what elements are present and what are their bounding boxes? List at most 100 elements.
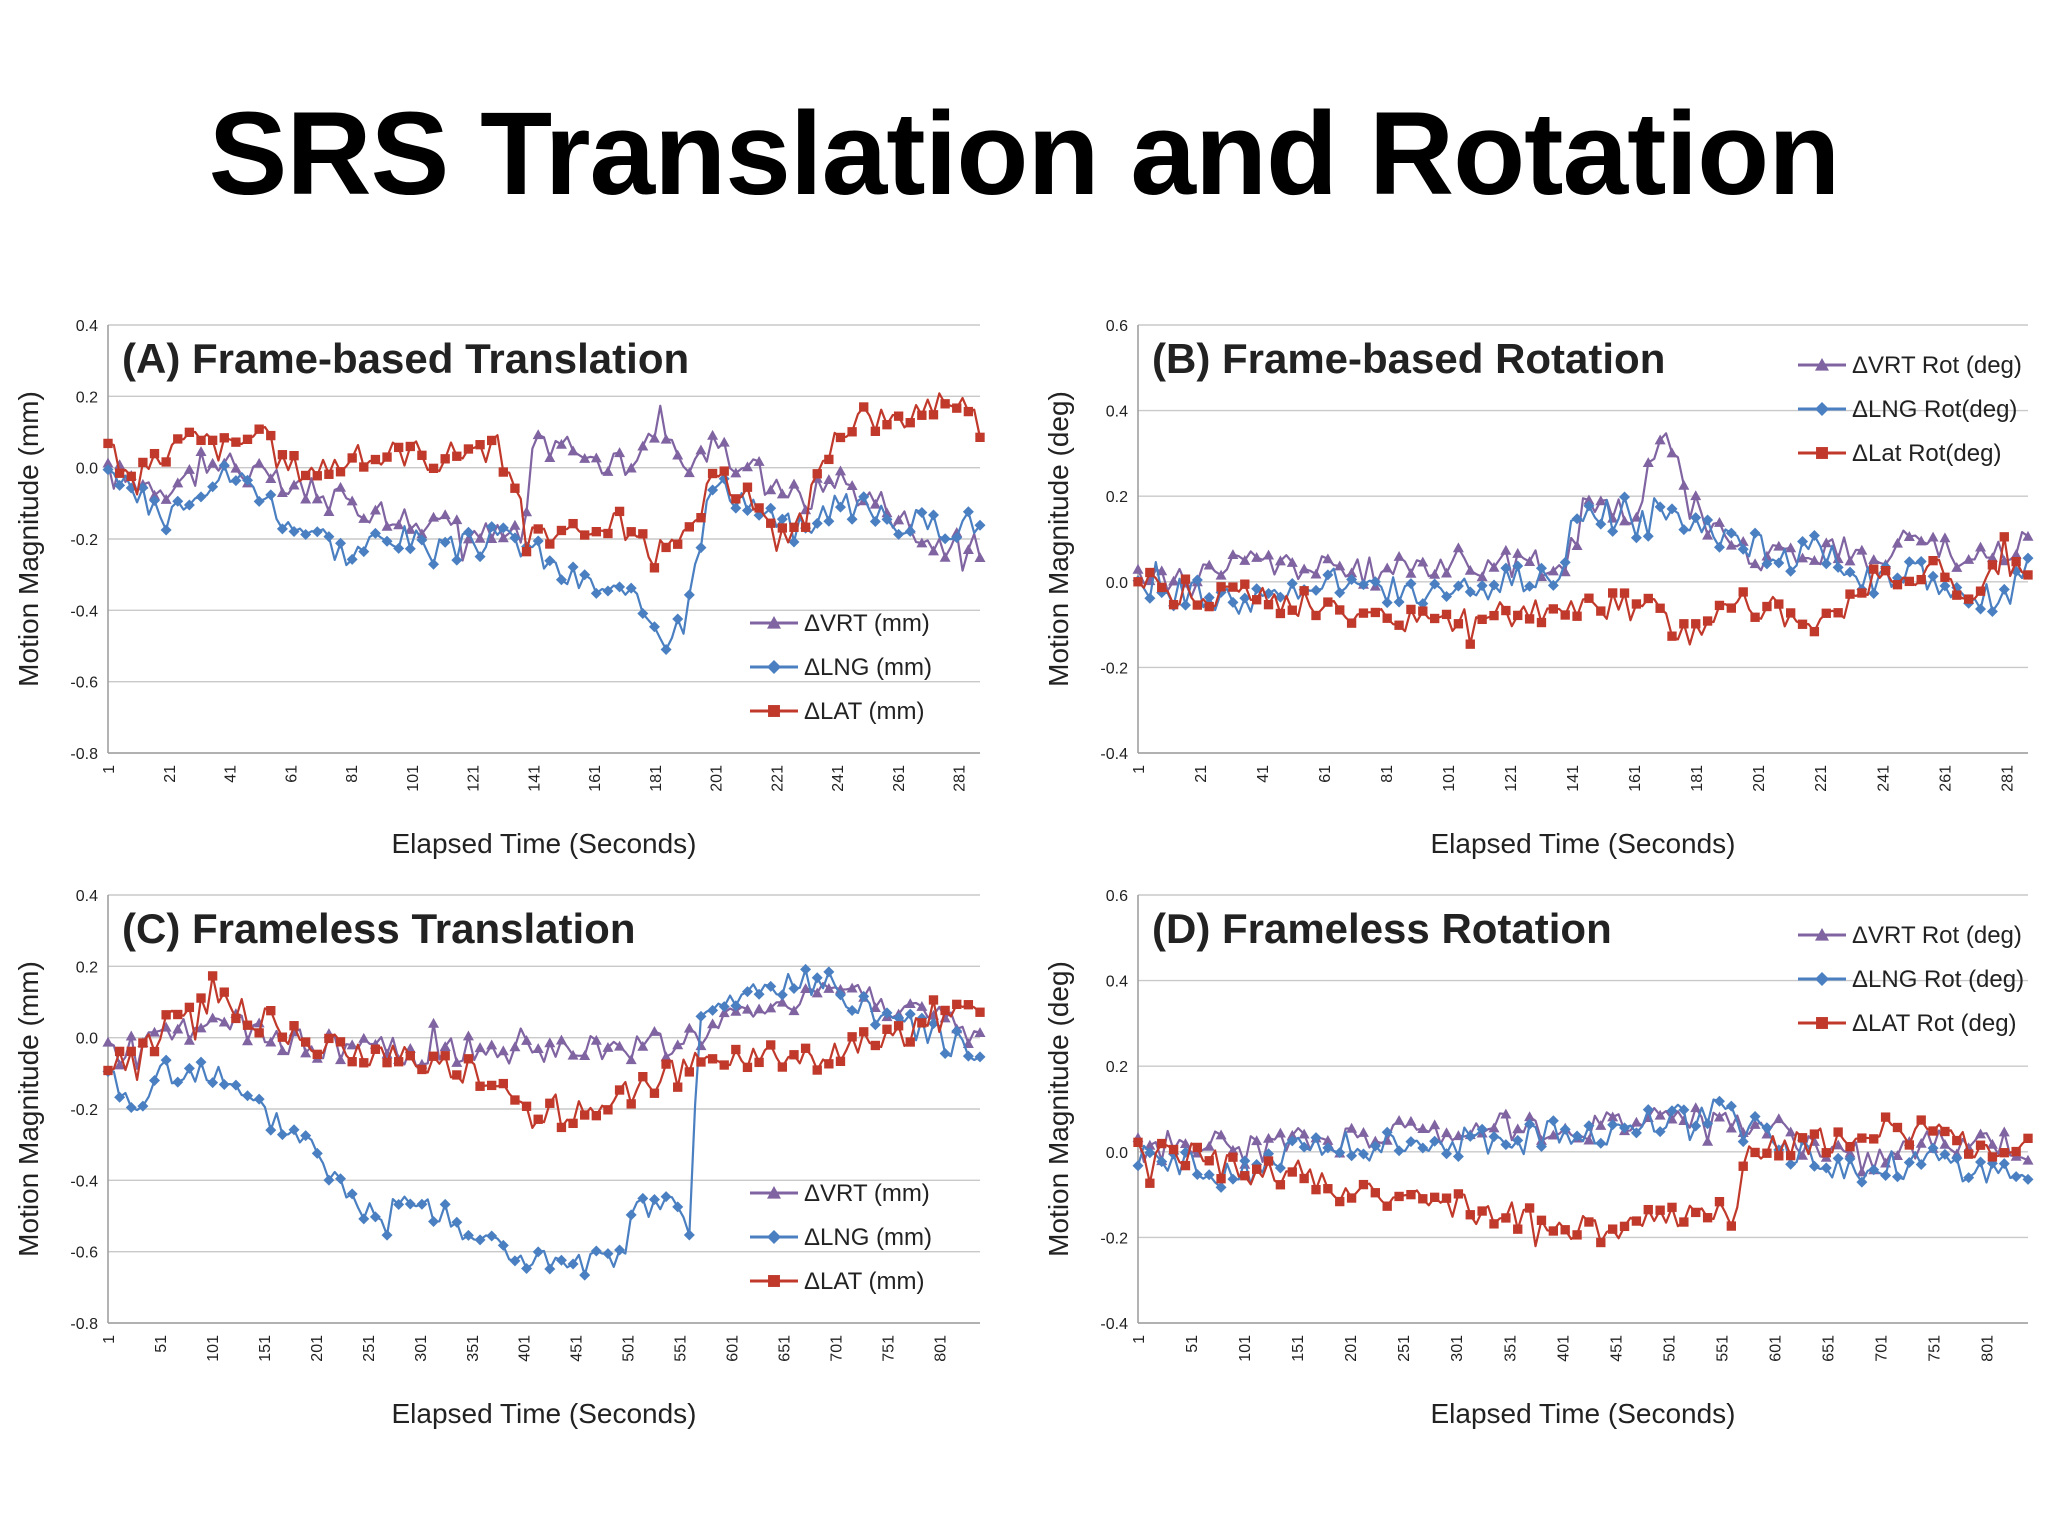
data-point (579, 1050, 591, 1060)
data-point (288, 479, 300, 490)
data-point (683, 467, 695, 478)
data-point (1204, 1156, 1214, 1166)
data-point (882, 1024, 892, 1034)
data-point (265, 1124, 277, 1136)
data-point (637, 1192, 649, 1204)
data-point (1203, 1140, 1215, 1151)
x-tick-label: 241 (1875, 765, 1892, 792)
y-tick-label: 0.2 (1106, 1059, 1128, 1076)
y-tick-label: -0.6 (70, 675, 98, 692)
data-point (1975, 603, 1987, 615)
series-line (107, 974, 981, 1130)
data-point (730, 467, 742, 478)
data-point (1513, 610, 1523, 621)
data-point (1868, 587, 1880, 599)
data-point (777, 523, 788, 533)
data-point (555, 574, 567, 586)
data-point (870, 426, 881, 436)
data-point (1678, 479, 1690, 490)
data-point (254, 1028, 264, 1038)
data-point (1963, 1172, 1975, 1184)
data-point (358, 546, 370, 558)
data-point (1774, 1151, 1784, 1161)
data-point (2022, 552, 2034, 564)
data-point (1975, 1140, 1986, 1150)
data-point (1346, 1193, 1357, 1203)
data-point (545, 1098, 555, 1108)
data-point (369, 504, 381, 515)
data-point (393, 1199, 405, 1211)
data-point (602, 1248, 614, 1260)
data-point (567, 445, 579, 456)
series-line (1137, 1116, 2029, 1248)
x-tick-label: 201 (309, 1335, 326, 1362)
data-point (1915, 556, 1927, 568)
data-point (1797, 619, 1808, 629)
data-point (230, 1079, 242, 1091)
data-point (253, 1093, 265, 1105)
data-point (625, 1209, 637, 1221)
data-point (1203, 559, 1215, 570)
data-point (1524, 556, 1536, 567)
data-point (962, 1050, 974, 1062)
data-point (1939, 580, 1951, 592)
x-tick-label: 161 (587, 765, 604, 792)
data-point (149, 1026, 161, 1037)
data-point (1642, 530, 1654, 542)
data-point (289, 1021, 299, 1031)
data-point (1535, 562, 1547, 574)
data-point (1215, 1129, 1227, 1140)
data-point (695, 444, 707, 455)
data-point (1227, 1144, 1239, 1155)
data-point (1785, 565, 1797, 577)
data-point (486, 533, 498, 543)
data-point (637, 440, 649, 451)
data-point (672, 1201, 684, 1213)
legend-label: ΔLat Rot(deg) (1852, 440, 2001, 467)
data-point (1939, 1148, 1951, 1160)
data-point (149, 1046, 160, 1057)
data-point (1275, 608, 1286, 619)
chart-svg-c: 0.40.20.0-0.2-0.4-0.6-0.81 51 101 151 201 251… (13, 888, 986, 1429)
data-point (1560, 1225, 1570, 1235)
legend-label: ΔLAT (mm) (804, 1268, 924, 1295)
legend-label: ΔLAT (mm) (804, 698, 924, 725)
data-point (1607, 588, 1618, 598)
data-point (928, 410, 939, 420)
data-point (1821, 1148, 1831, 1158)
legend-marker (1815, 402, 1829, 416)
y-tick-label: 0.6 (1106, 318, 1128, 335)
data-point (1405, 1115, 1417, 1126)
y-tick-label: 0.2 (76, 959, 98, 976)
series-lat (1133, 532, 2033, 649)
data-point (823, 515, 835, 527)
data-point (1808, 554, 1820, 565)
x-tick-label: 241 (830, 765, 847, 792)
x-tick-label: 221 (769, 765, 786, 792)
data-point (1987, 1152, 1998, 1162)
data-point (1488, 1131, 1500, 1143)
data-point (2023, 570, 2033, 580)
data-point (1382, 1201, 1392, 1211)
data-point (1845, 589, 1855, 599)
x-tick-label: 101 (405, 765, 422, 792)
data-point (1916, 574, 1926, 585)
data-point (300, 1047, 312, 1058)
data-point (1595, 518, 1607, 530)
data-point (1857, 588, 1867, 598)
data-point (370, 1044, 381, 1054)
series-lat (103, 392, 985, 573)
x-tick-label: 51 (153, 1335, 170, 1353)
data-point (219, 433, 229, 443)
data-point (1310, 568, 1322, 579)
data-point (231, 1013, 241, 1024)
data-point (1381, 597, 1393, 609)
data-point (1524, 1203, 1535, 1213)
data-point (1298, 1141, 1310, 1153)
data-point (1904, 1140, 1915, 1150)
data-point (1702, 1135, 1714, 1146)
data-point (300, 1037, 311, 1047)
data-point (1179, 1138, 1191, 1149)
data-point (1535, 1141, 1547, 1153)
data-point (824, 454, 834, 465)
